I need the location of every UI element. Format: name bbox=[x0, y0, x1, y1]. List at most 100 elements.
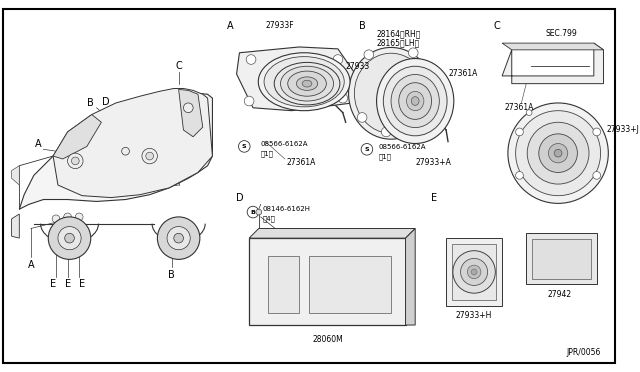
Circle shape bbox=[256, 209, 262, 215]
Text: E: E bbox=[79, 279, 85, 289]
Ellipse shape bbox=[399, 83, 431, 119]
Text: B: B bbox=[88, 98, 94, 108]
Circle shape bbox=[52, 215, 60, 223]
Circle shape bbox=[516, 128, 524, 136]
Ellipse shape bbox=[391, 74, 439, 128]
Circle shape bbox=[381, 127, 391, 137]
Circle shape bbox=[174, 233, 184, 243]
Circle shape bbox=[516, 111, 600, 196]
Text: A: A bbox=[227, 21, 233, 31]
Polygon shape bbox=[53, 89, 212, 198]
Circle shape bbox=[65, 233, 74, 243]
Text: D: D bbox=[102, 97, 110, 107]
Text: 27361A: 27361A bbox=[449, 70, 478, 78]
Circle shape bbox=[364, 50, 374, 60]
Text: （4）: （4） bbox=[262, 215, 275, 222]
Ellipse shape bbox=[383, 66, 447, 136]
Polygon shape bbox=[53, 115, 101, 159]
Text: 28165〈LH〉: 28165〈LH〉 bbox=[376, 39, 420, 48]
Text: E: E bbox=[431, 193, 438, 203]
Polygon shape bbox=[268, 256, 300, 314]
Circle shape bbox=[554, 149, 562, 157]
Text: 28164（RH）: 28164（RH） bbox=[376, 29, 421, 38]
Polygon shape bbox=[502, 43, 604, 50]
Text: A: A bbox=[35, 140, 42, 150]
Text: 27933: 27933 bbox=[346, 62, 370, 71]
Circle shape bbox=[548, 144, 568, 163]
Text: 27942: 27942 bbox=[548, 290, 572, 299]
Text: S: S bbox=[242, 144, 246, 149]
Text: C: C bbox=[175, 61, 182, 71]
Polygon shape bbox=[406, 228, 415, 325]
Circle shape bbox=[461, 259, 488, 285]
Circle shape bbox=[453, 251, 495, 293]
Circle shape bbox=[122, 147, 129, 155]
Polygon shape bbox=[309, 256, 391, 314]
Polygon shape bbox=[12, 214, 19, 238]
Text: 27933+A: 27933+A bbox=[415, 158, 451, 167]
Polygon shape bbox=[179, 89, 203, 137]
Ellipse shape bbox=[280, 66, 333, 101]
Circle shape bbox=[48, 217, 91, 259]
Circle shape bbox=[58, 227, 81, 250]
Circle shape bbox=[412, 115, 422, 124]
Circle shape bbox=[76, 213, 83, 221]
Text: JPR/0056: JPR/0056 bbox=[566, 347, 600, 357]
Polygon shape bbox=[532, 239, 591, 279]
Polygon shape bbox=[237, 47, 355, 111]
Text: B: B bbox=[250, 209, 255, 215]
Text: E: E bbox=[50, 279, 56, 289]
Ellipse shape bbox=[355, 53, 428, 134]
Text: 27933F: 27933F bbox=[266, 21, 294, 30]
Circle shape bbox=[157, 217, 200, 259]
Circle shape bbox=[68, 153, 83, 169]
Circle shape bbox=[146, 152, 154, 160]
Circle shape bbox=[467, 265, 481, 279]
Circle shape bbox=[64, 213, 72, 221]
Circle shape bbox=[72, 157, 79, 165]
Circle shape bbox=[593, 171, 600, 179]
Text: SEC.799: SEC.799 bbox=[545, 29, 577, 38]
Circle shape bbox=[539, 134, 577, 173]
Text: 27361A: 27361A bbox=[287, 158, 316, 167]
Circle shape bbox=[357, 113, 367, 122]
Circle shape bbox=[526, 110, 532, 116]
Circle shape bbox=[333, 55, 343, 64]
Text: 27361A: 27361A bbox=[504, 103, 533, 112]
Text: 08146-6162H: 08146-6162H bbox=[262, 206, 310, 212]
Ellipse shape bbox=[349, 48, 433, 139]
Text: D: D bbox=[236, 193, 243, 203]
Polygon shape bbox=[526, 233, 596, 285]
Ellipse shape bbox=[302, 80, 312, 87]
Ellipse shape bbox=[412, 97, 419, 105]
Circle shape bbox=[516, 171, 524, 179]
Circle shape bbox=[247, 206, 259, 218]
Text: （1）: （1） bbox=[378, 154, 392, 160]
Text: E: E bbox=[65, 279, 70, 289]
Circle shape bbox=[527, 122, 589, 184]
Circle shape bbox=[246, 55, 256, 64]
Polygon shape bbox=[452, 244, 496, 300]
Text: 28060M: 28060M bbox=[313, 335, 344, 344]
Polygon shape bbox=[249, 238, 406, 325]
Circle shape bbox=[338, 93, 348, 103]
Circle shape bbox=[508, 103, 608, 203]
Circle shape bbox=[184, 103, 193, 113]
Text: A: A bbox=[28, 260, 34, 270]
Polygon shape bbox=[19, 93, 212, 209]
Ellipse shape bbox=[296, 77, 317, 90]
Ellipse shape bbox=[264, 57, 344, 107]
Circle shape bbox=[593, 128, 600, 136]
Ellipse shape bbox=[288, 71, 326, 96]
Polygon shape bbox=[502, 43, 604, 84]
Text: 08566-6162A: 08566-6162A bbox=[378, 144, 426, 150]
Polygon shape bbox=[12, 166, 19, 185]
Text: 27933+J: 27933+J bbox=[606, 125, 639, 135]
Text: 08566-6162A: 08566-6162A bbox=[260, 141, 308, 147]
Text: 27933+H: 27933+H bbox=[456, 311, 492, 320]
Ellipse shape bbox=[406, 92, 424, 111]
Ellipse shape bbox=[376, 58, 454, 144]
Circle shape bbox=[361, 144, 372, 155]
Text: S: S bbox=[365, 147, 369, 152]
Polygon shape bbox=[446, 238, 502, 306]
